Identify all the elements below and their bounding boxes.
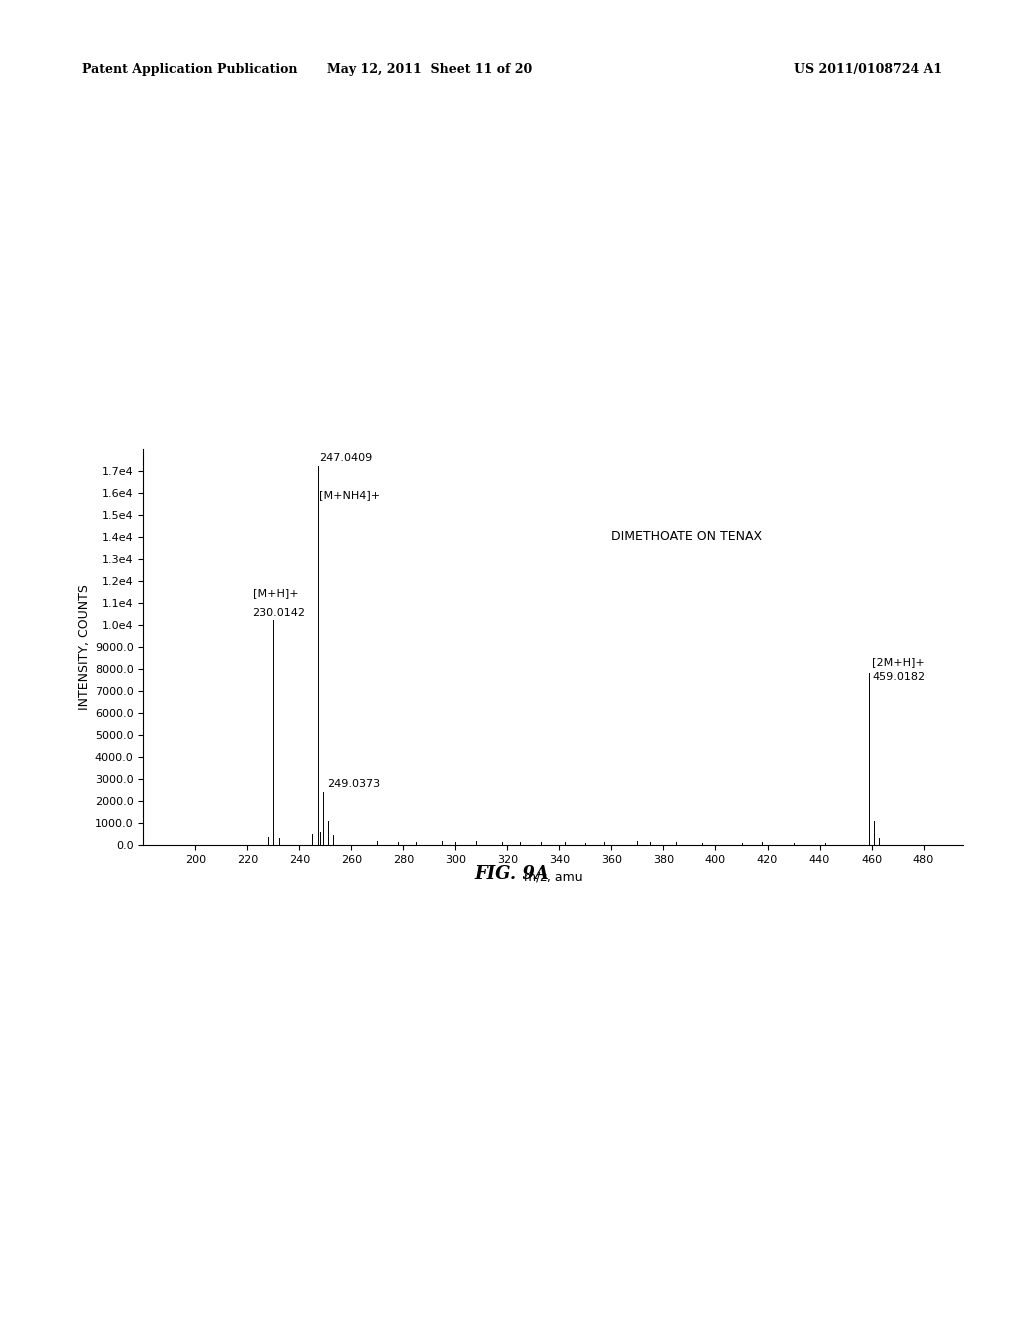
Text: DIMETHOATE ON TENAX: DIMETHOATE ON TENAX bbox=[611, 531, 763, 544]
Text: Patent Application Publication: Patent Application Publication bbox=[82, 63, 297, 77]
Text: FIG. 9A: FIG. 9A bbox=[474, 865, 550, 883]
Y-axis label: INTENSITY, COUNTS: INTENSITY, COUNTS bbox=[78, 583, 91, 710]
Text: [M+H]+: [M+H]+ bbox=[253, 589, 298, 598]
Text: US 2011/0108724 A1: US 2011/0108724 A1 bbox=[794, 63, 942, 77]
Text: 247.0409: 247.0409 bbox=[318, 453, 372, 463]
Text: 230.0142: 230.0142 bbox=[253, 609, 305, 618]
Text: 459.0182: 459.0182 bbox=[872, 672, 925, 682]
Text: [M+NH4]+: [M+NH4]+ bbox=[318, 490, 380, 500]
Text: May 12, 2011  Sheet 11 of 20: May 12, 2011 Sheet 11 of 20 bbox=[328, 63, 532, 77]
Text: 249.0373: 249.0373 bbox=[327, 779, 380, 789]
Text: [2M+H]+: [2M+H]+ bbox=[872, 656, 925, 667]
X-axis label: m/z, amu: m/z, amu bbox=[523, 870, 583, 883]
